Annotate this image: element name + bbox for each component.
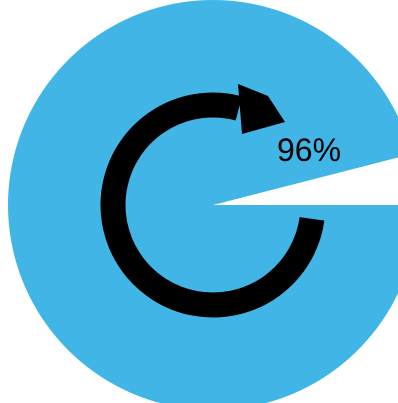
circular-arrow-icon: [100, 84, 325, 318]
percent-label: 96%: [277, 132, 341, 168]
progress-wedge: [8, 0, 398, 403]
